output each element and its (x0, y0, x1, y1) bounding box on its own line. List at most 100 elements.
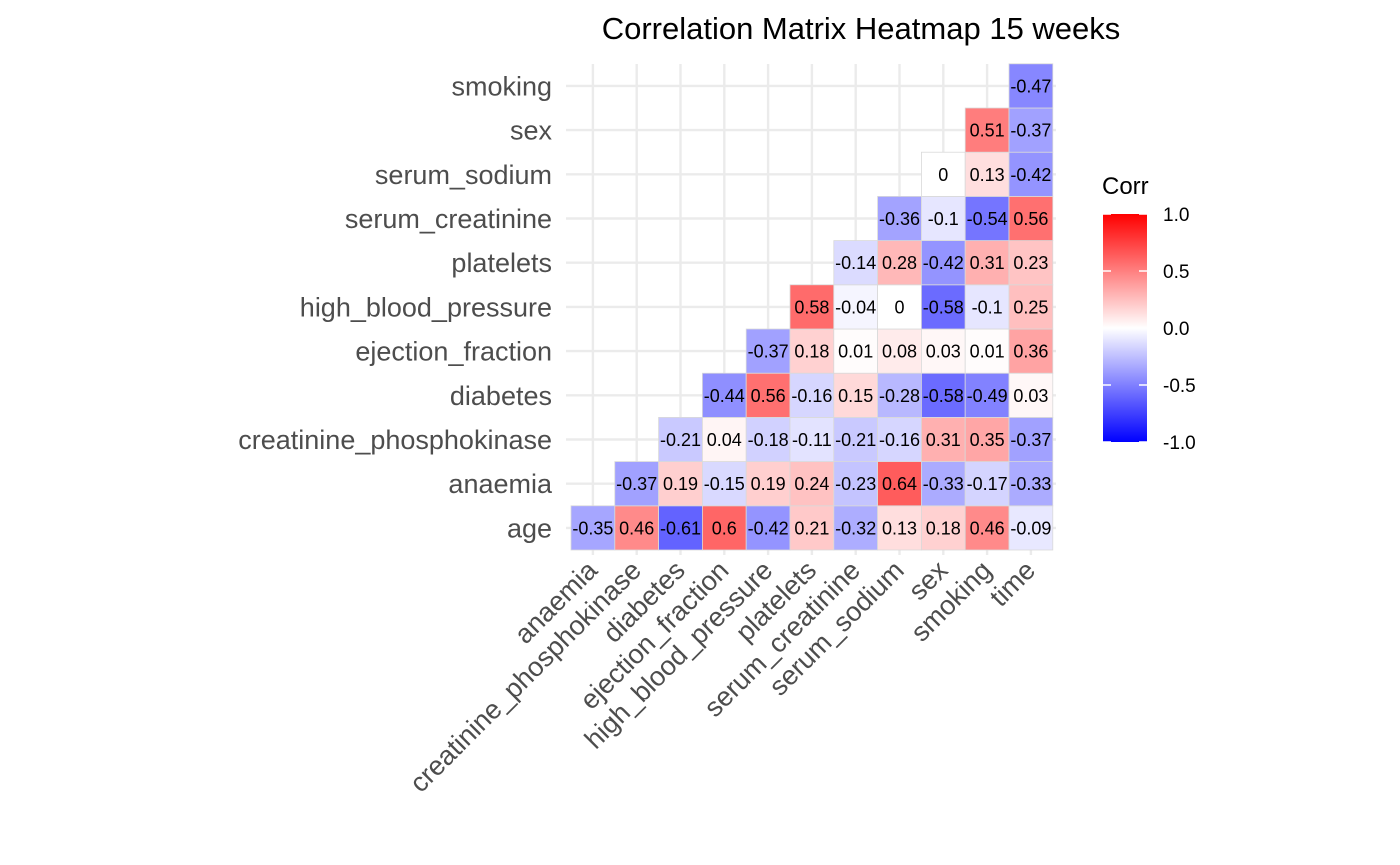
cell-label-platelets-age: 0.21 (794, 518, 829, 538)
cell-label-smoking-diabetes: -0.49 (967, 386, 1008, 406)
y-tick-label-ejection-fraction: ejection_fraction (355, 337, 552, 367)
heatmap-cell-time-anaemia (1008, 461, 1054, 507)
x-axis-tick-labels: anaemiacreatinine_phosphokinasediabetese… (404, 554, 1041, 798)
cell-label-serum-sodium-creatinine-phosphokinase: -0.16 (879, 430, 920, 450)
heatmap-cell-serum-creatinine-age (833, 505, 878, 551)
cell-label-platelets-high-blood-pressure: 0.58 (794, 297, 829, 317)
cell-label-serum-creatinine-age: -0.32 (835, 518, 876, 538)
heatmap-cell-serum-sodium-high-blood-pressure (877, 284, 922, 330)
cell-label-sex-diabetes: -0.58 (923, 386, 964, 406)
cell-label-serum-creatinine-ejection-fraction: 0.01 (838, 342, 873, 362)
cell-label-smoking-creatinine-phosphokinase: 0.35 (970, 430, 1005, 450)
y-tick-label-platelets: platelets (451, 248, 552, 278)
cell-label-serum-sodium-age: 0.13 (882, 518, 917, 538)
cell-label-diabetes-creatinine-phosphokinase: -0.21 (660, 430, 701, 450)
cell-label-serum-sodium-ejection-fraction: 0.08 (882, 342, 917, 362)
heatmap-cell-anaemia-age (570, 505, 616, 551)
heatmap-cell-diabetes-anaemia (658, 461, 703, 507)
heatmap-cell-time-serum-creatinine (1008, 195, 1054, 241)
cell-label-high-blood-pressure-anaemia: 0.19 (751, 474, 786, 494)
heatmap-cell-platelets-creatinine-phosphokinase (789, 416, 835, 462)
cell-label-sex-platelets: -0.42 (923, 253, 964, 273)
chart-title: Correlation Matrix Heatmap 15 weeks (602, 11, 1121, 46)
heatmap-cell-creatinine-phosphokinase-anaemia (614, 461, 659, 507)
cell-label-time-ejection-fraction: 0.36 (1013, 342, 1048, 362)
heatmap-cell-time-serum-sodium (1008, 151, 1054, 197)
cell-label-serum-sodium-anaemia: 0.64 (882, 474, 917, 494)
heatmap-cell-serum-creatinine-diabetes (833, 372, 878, 418)
cell-value-labels: -0.35 0.46 -0.61 0.6 -0.42 0.21 -0.32 0.13 0.18 0… (572, 76, 1051, 538)
heatmap-cell-platelets-ejection-fraction (789, 328, 835, 374)
cell-label-time-creatinine-phosphokinase: -0.37 (1010, 430, 1051, 450)
cell-label-sex-serum-sodium: 0 (938, 165, 948, 185)
y-tick-label-serum-creatinine: serum_creatinine (345, 204, 552, 234)
cell-label-sex-ejection-fraction: 0.03 (926, 342, 961, 362)
cell-label-serum-creatinine-platelets: -0.14 (835, 253, 876, 273)
legend-tick-label: 0.0 (1163, 319, 1189, 340)
cell-label-sex-serum-creatinine: -0.1 (928, 209, 959, 229)
cell-label-time-anaemia: -0.33 (1010, 474, 1051, 494)
cell-label-time-serum-sodium: -0.42 (1010, 165, 1051, 185)
heatmap-cell-smoking-diabetes (964, 372, 1010, 418)
heatmap-cell-serum-sodium-anaemia (877, 461, 922, 507)
y-tick-label-sex: sex (510, 116, 553, 146)
heatmap-cell-smoking-ejection-fraction (964, 328, 1010, 374)
heatmap-cell-high-blood-pressure-creatinine-phosphokinase (745, 416, 791, 462)
cell-label-creatinine-phosphokinase-age: 0.46 (619, 518, 654, 538)
cell-label-smoking-platelets: 0.31 (970, 253, 1005, 273)
cell-label-time-diabetes: 0.03 (1013, 386, 1048, 406)
cell-label-smoking-ejection-fraction: 0.01 (970, 342, 1005, 362)
heatmap-cell-serum-sodium-serum-creatinine (877, 195, 922, 241)
heatmap-cell-time-ejection-fraction (1008, 328, 1054, 374)
heatmap-cell-time-smoking (1008, 63, 1054, 109)
cell-label-time-platelets: 0.23 (1013, 253, 1048, 273)
heatmap-cell-platelets-anaemia (789, 461, 835, 507)
cell-label-ejection-fraction-age: 0.6 (712, 518, 737, 538)
heatmap-cell-time-creatinine-phosphokinase (1008, 416, 1054, 462)
cell-label-serum-sodium-high-blood-pressure: 0 (894, 297, 904, 317)
cell-label-sex-age: 0.18 (926, 518, 961, 538)
heatmap-cell-serum-creatinine-ejection-fraction (833, 328, 878, 374)
heatmap-cell-platelets-age (789, 505, 835, 551)
heatmap-cell-smoking-anaemia (964, 461, 1010, 507)
heatmap-cell-time-sex (1008, 107, 1054, 153)
cell-label-time-serum-creatinine: 0.56 (1013, 209, 1048, 229)
cell-label-serum-sodium-diabetes: -0.28 (879, 386, 920, 406)
legend-title: Corr (1102, 173, 1149, 200)
heatmap-cell-sex-serum-sodium (921, 151, 966, 197)
heatmap-cell-ejection-fraction-creatinine-phosphokinase (702, 416, 747, 462)
legend-tick-label: 0.5 (1163, 262, 1189, 283)
heatmap-cell-sex-anaemia (921, 461, 966, 507)
cell-label-smoking-anaemia: -0.17 (967, 474, 1008, 494)
cell-label-sex-high-blood-pressure: -0.58 (923, 297, 964, 317)
heatmap-cell-serum-creatinine-high-blood-pressure (833, 284, 878, 330)
heatmap-cell-creatinine-phosphokinase-age (614, 505, 659, 551)
cell-label-serum-creatinine-anaemia: -0.23 (835, 474, 876, 494)
heatmap-cell-smoking-high-blood-pressure (964, 284, 1010, 330)
cell-label-high-blood-pressure-age: -0.42 (748, 518, 789, 538)
x-tick-label-time: time (984, 555, 1041, 612)
cell-label-serum-sodium-platelets: 0.28 (882, 253, 917, 273)
heatmap-cells (570, 63, 1054, 551)
cell-label-time-high-blood-pressure: 0.25 (1013, 297, 1048, 317)
cell-label-platelets-creatinine-phosphokinase: -0.11 (792, 430, 832, 450)
y-axis-tick-labels: age anaemia creatinine_phosphokinase diabet… (238, 71, 553, 543)
cell-label-ejection-fraction-creatinine-phosphokinase: 0.04 (707, 430, 742, 450)
cell-label-platelets-diabetes: -0.16 (791, 386, 832, 406)
y-tick-label-age: age (507, 513, 552, 543)
cell-label-smoking-high-blood-pressure: -0.1 (972, 297, 1003, 317)
y-tick-label-diabetes: diabetes (450, 381, 552, 411)
heatmap-cell-smoking-sex (964, 107, 1010, 153)
cell-label-ejection-fraction-diabetes: -0.44 (704, 386, 745, 406)
heatmap-cell-high-blood-pressure-anaemia (745, 461, 791, 507)
heatmap-cell-sex-ejection-fraction (921, 328, 966, 374)
cell-label-sex-creatinine-phosphokinase: 0.31 (926, 430, 961, 450)
heatmap-cell-sex-platelets (921, 240, 966, 286)
heatmap-cell-sex-high-blood-pressure (921, 284, 966, 330)
heatmap-cell-time-age (1008, 505, 1054, 551)
legend: Corr 1.0 0.5 0.0 -0.5 -1.0 (1102, 173, 1196, 454)
heatmap-cell-high-blood-pressure-ejection-fraction (745, 328, 791, 374)
cell-label-serum-creatinine-creatinine-phosphokinase: -0.21 (835, 430, 876, 450)
heatmap-cell-sex-creatinine-phosphokinase (921, 416, 966, 462)
